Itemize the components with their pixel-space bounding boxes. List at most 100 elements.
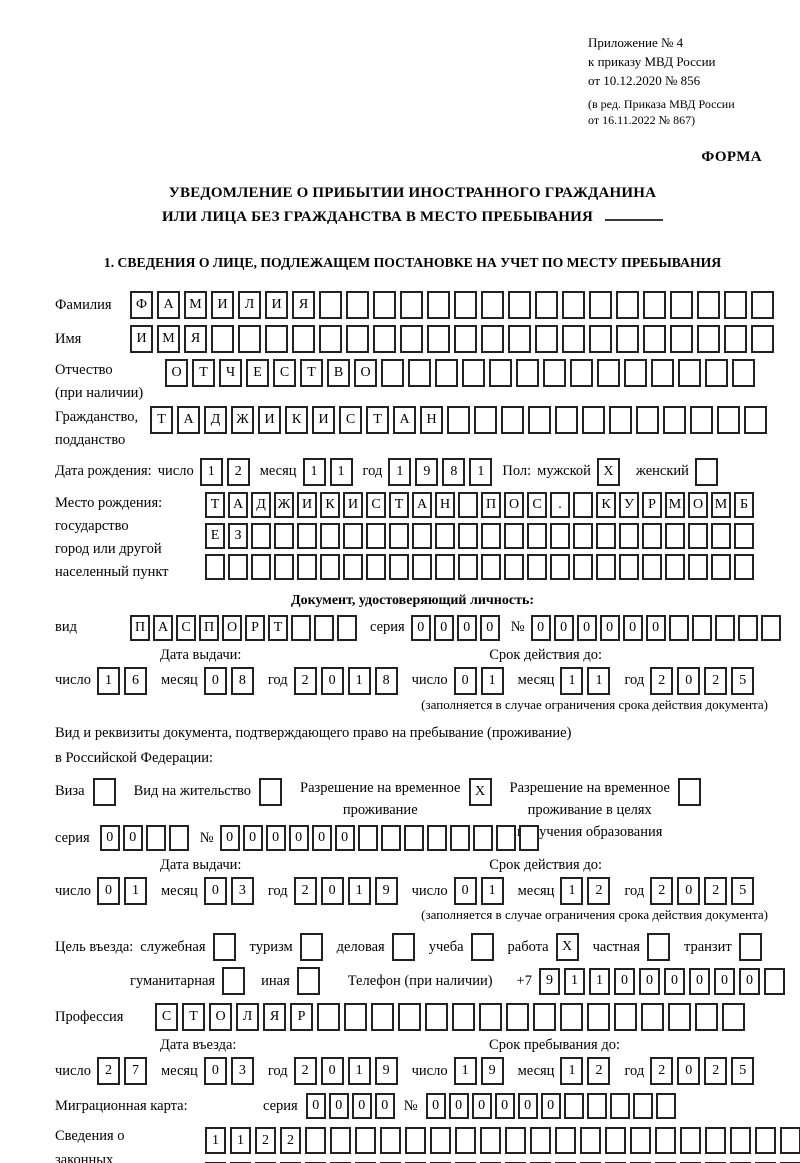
form-cell[interactable] xyxy=(668,614,689,641)
form-cell[interactable] xyxy=(711,553,731,580)
form-cell[interactable] xyxy=(168,825,189,852)
form-cell[interactable]: 1 xyxy=(302,457,326,486)
form-cell[interactable]: 2 xyxy=(704,666,728,695)
form-cell[interactable] xyxy=(506,1003,529,1032)
form-cell[interactable] xyxy=(573,522,593,549)
form-cell[interactable]: 1 xyxy=(480,666,504,695)
form-cell[interactable]: 1 xyxy=(205,1127,226,1155)
form-cell[interactable] xyxy=(495,825,516,852)
form-cell[interactable] xyxy=(297,522,317,549)
form-cell[interactable] xyxy=(412,522,432,549)
form-cell[interactable]: А xyxy=(153,614,173,641)
form-cell[interactable] xyxy=(670,325,693,354)
form-cell[interactable] xyxy=(366,553,386,580)
form-cell[interactable] xyxy=(670,291,693,320)
form-cell[interactable]: 0 xyxy=(203,1057,227,1086)
form-cell[interactable]: Ч xyxy=(219,359,242,388)
form-cell[interactable]: Т xyxy=(150,405,173,434)
form-cell[interactable]: 1 xyxy=(560,666,584,695)
form-cell[interactable] xyxy=(589,325,612,354)
form-cell[interactable]: А xyxy=(157,291,180,320)
form-cell[interactable] xyxy=(455,1127,476,1155)
form-cell[interactable] xyxy=(400,325,423,354)
form-cell[interactable] xyxy=(555,1127,576,1155)
form-cell[interactable]: 9 xyxy=(480,1057,504,1086)
form-cell[interactable] xyxy=(346,291,369,320)
form-cell[interactable] xyxy=(597,359,620,388)
form-cell[interactable]: О xyxy=(222,614,242,641)
form-cell[interactable] xyxy=(528,405,551,434)
form-cell[interactable] xyxy=(292,325,315,354)
form-cell[interactable]: 0 xyxy=(265,825,286,852)
form-cell[interactable]: 0 xyxy=(453,877,477,906)
form-cell[interactable]: А xyxy=(177,405,200,434)
form-cell[interactable] xyxy=(734,522,754,549)
form-cell[interactable]: Т xyxy=(268,614,288,641)
form-cell[interactable] xyxy=(296,967,320,996)
form-cell[interactable] xyxy=(690,405,713,434)
form-cell[interactable] xyxy=(560,1003,583,1032)
form-cell[interactable] xyxy=(573,491,593,518)
form-cell[interactable] xyxy=(462,359,485,388)
form-cell[interactable] xyxy=(391,933,415,962)
form-cell[interactable] xyxy=(489,359,512,388)
form-cell[interactable]: И xyxy=(211,291,234,320)
form-cell[interactable] xyxy=(319,291,342,320)
form-cell[interactable]: 0 xyxy=(479,614,500,641)
form-cell[interactable]: П xyxy=(199,614,219,641)
form-cell[interactable] xyxy=(501,405,524,434)
form-cell[interactable] xyxy=(543,359,566,388)
form-cell[interactable] xyxy=(458,553,478,580)
form-cell[interactable]: 1 xyxy=(347,666,371,695)
form-cell[interactable] xyxy=(643,291,666,320)
form-cell[interactable] xyxy=(550,553,570,580)
form-cell[interactable]: 0 xyxy=(713,967,735,995)
form-cell[interactable]: М xyxy=(157,325,180,354)
form-cell[interactable] xyxy=(655,1093,676,1120)
form-cell[interactable] xyxy=(403,825,424,852)
form-cell[interactable]: 8 xyxy=(374,666,398,695)
form-cell[interactable] xyxy=(688,522,708,549)
form-cell[interactable]: X xyxy=(596,457,620,486)
form-cell[interactable]: 9 xyxy=(415,457,439,486)
form-cell[interactable]: 1 xyxy=(453,1057,477,1086)
form-cell[interactable]: 1 xyxy=(560,1057,584,1086)
form-cell[interactable]: Б xyxy=(734,491,754,518)
form-cell[interactable] xyxy=(530,1127,551,1155)
form-cell[interactable]: С xyxy=(176,614,196,641)
form-cell[interactable] xyxy=(479,1003,502,1032)
form-cell[interactable] xyxy=(380,1127,401,1155)
form-cell[interactable]: 5 xyxy=(731,666,755,695)
form-cell[interactable]: 1 xyxy=(347,1057,371,1086)
form-cell[interactable]: Д xyxy=(251,491,271,518)
form-cell[interactable] xyxy=(573,553,593,580)
form-cell[interactable]: 0 xyxy=(203,877,227,906)
form-cell[interactable]: М xyxy=(711,491,731,518)
form-cell[interactable] xyxy=(665,553,685,580)
form-cell[interactable] xyxy=(688,553,708,580)
form-cell[interactable] xyxy=(724,291,747,320)
form-cell[interactable]: 0 xyxy=(613,967,635,995)
form-cell[interactable] xyxy=(562,291,585,320)
form-cell[interactable]: Ф xyxy=(130,291,153,320)
form-cell[interactable] xyxy=(398,1003,421,1032)
form-cell[interactable] xyxy=(346,325,369,354)
form-cell[interactable] xyxy=(274,522,294,549)
form-cell[interactable]: 0 xyxy=(96,877,120,906)
form-cell[interactable] xyxy=(697,325,720,354)
form-cell[interactable] xyxy=(691,614,712,641)
form-cell[interactable]: 0 xyxy=(351,1093,372,1120)
form-cell[interactable] xyxy=(474,405,497,434)
form-cell[interactable]: 0 xyxy=(334,825,355,852)
form-cell[interactable]: 1 xyxy=(560,877,584,906)
form-cell[interactable] xyxy=(717,405,740,434)
form-cell[interactable]: Т xyxy=(389,491,409,518)
form-cell[interactable] xyxy=(343,553,363,580)
form-cell[interactable]: 0 xyxy=(219,825,240,852)
form-cell[interactable] xyxy=(366,522,386,549)
form-cell[interactable] xyxy=(371,1003,394,1032)
form-cell[interactable]: 0 xyxy=(320,1057,344,1086)
form-cell[interactable]: 0 xyxy=(645,614,666,641)
form-cell[interactable]: 2 xyxy=(704,1057,728,1086)
form-cell[interactable]: И xyxy=(343,491,363,518)
